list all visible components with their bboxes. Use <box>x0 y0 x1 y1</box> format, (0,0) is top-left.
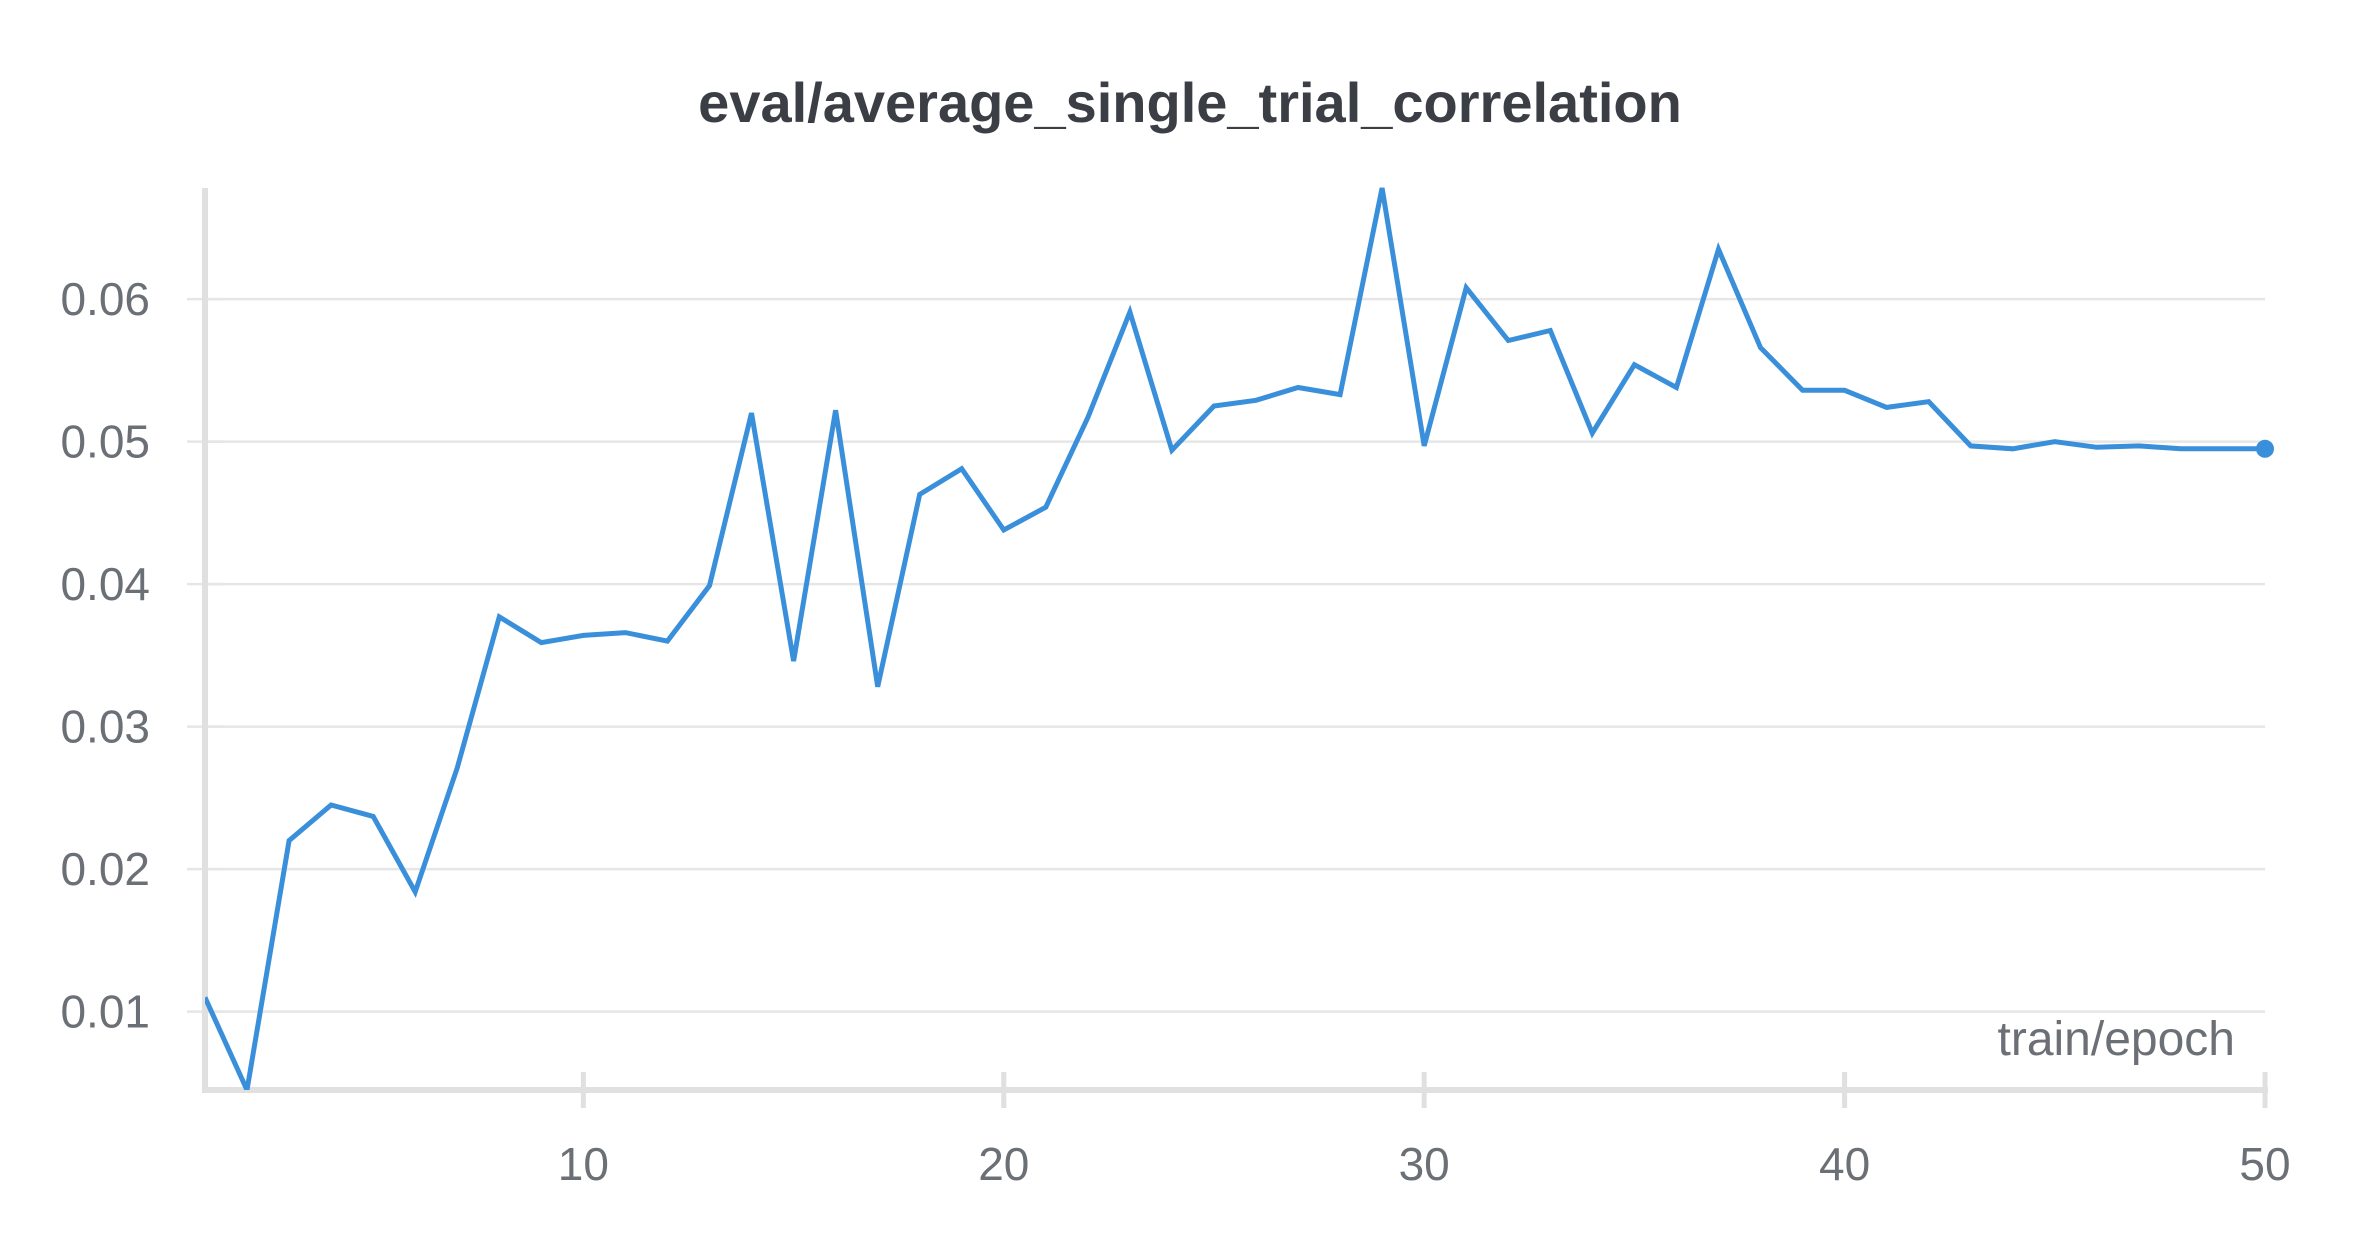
grid-layer <box>187 297 2265 1013</box>
x-tick-label: 30 <box>1399 1138 1450 1190</box>
y-tick-label: 0.02 <box>60 843 150 895</box>
x-tick-label: 10 <box>558 1138 609 1190</box>
y-tick-label: 0.01 <box>60 986 150 1038</box>
x-tick-label: 50 <box>2239 1138 2290 1190</box>
y-tick-label: 0.05 <box>60 416 150 468</box>
x-tick-label: 20 <box>978 1138 1029 1190</box>
series-line[interactable] <box>205 187 2265 1090</box>
last-data-point[interactable] <box>2256 439 2274 458</box>
tick-labels: 0.01 0.02 0.03 0.04 0.05 0.06 10 20 30 40 50 <box>60 273 2290 1190</box>
x-tick-label: 40 <box>1819 1138 1870 1190</box>
y-tick-label: 0.06 <box>60 273 150 325</box>
axis-layer <box>202 188 2268 1108</box>
x-axis-label: train/epoch <box>1998 1013 2236 1066</box>
y-tick-label: 0.04 <box>60 558 150 610</box>
series-layer[interactable] <box>205 187 2274 1090</box>
y-tick-label: 0.03 <box>60 701 150 753</box>
chart-title: eval/average_single_trial_correlation <box>698 71 1682 134</box>
